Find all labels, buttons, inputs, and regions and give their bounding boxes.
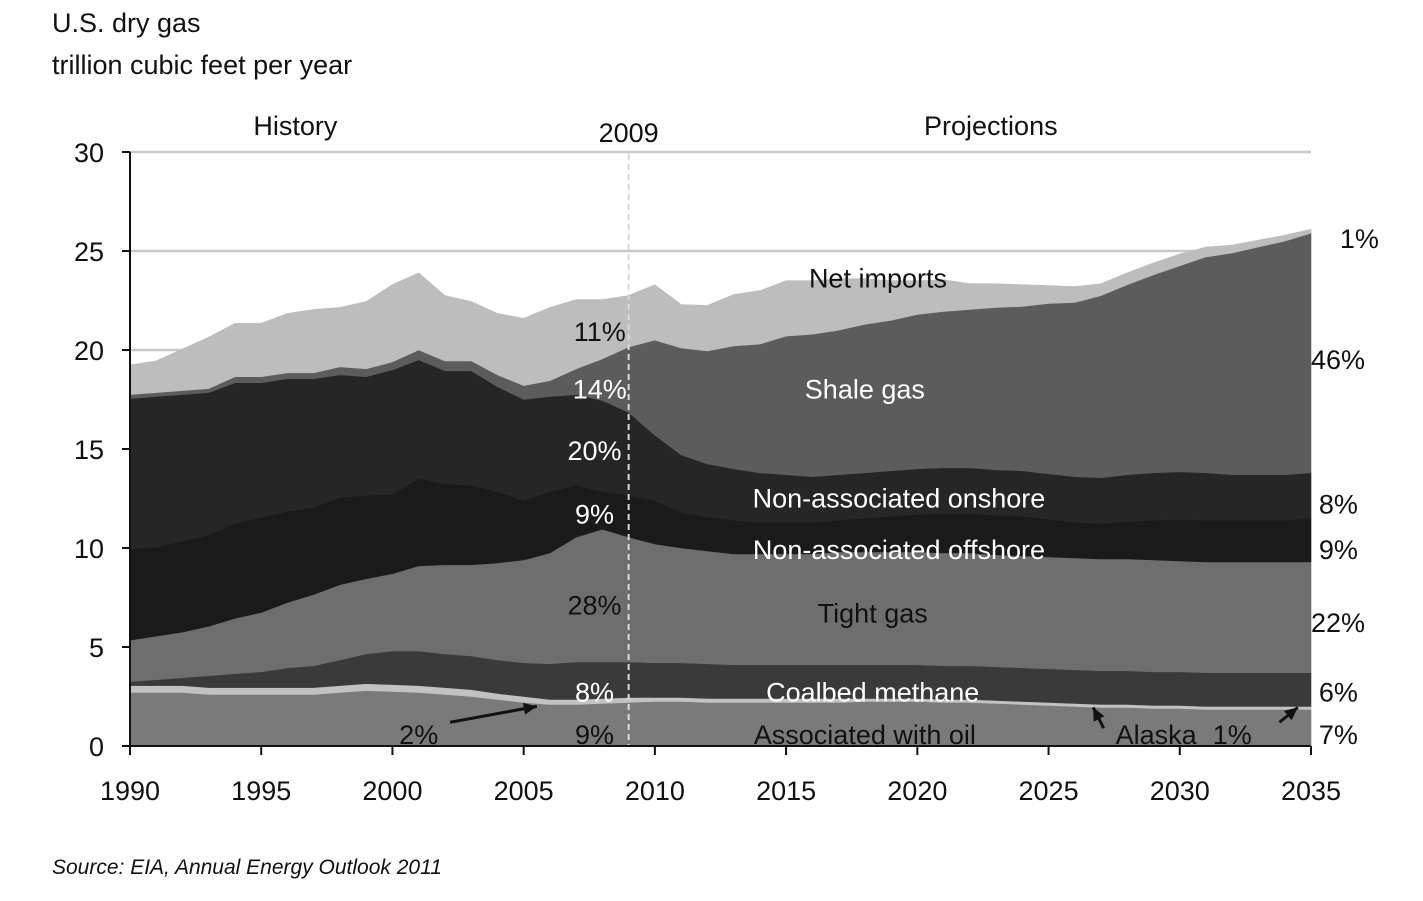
arrow-head-0 <box>522 702 537 715</box>
source-note: Source: EIA, Annual Energy Outlook 2011 <box>52 856 442 879</box>
x-tick-label-2035: 2035 <box>1281 776 1341 806</box>
chart-title: U.S. dry gas <box>52 8 201 38</box>
y-tick-label-5: 5 <box>89 633 104 663</box>
tick-labels: 1990 1995 2000 2005 2010 2015 2020 2025 2030 2035… <box>74 138 1341 806</box>
annotation-associated-with-oil-6: Associated with oil <box>754 720 976 750</box>
x-tick-label-2030: 2030 <box>1150 776 1210 806</box>
annotation-8--14: 8% <box>575 678 614 708</box>
area-net-imports <box>129 228 1312 395</box>
annotation-arrow-1 <box>1091 706 1106 729</box>
x-tick-label-2000: 2000 <box>362 776 422 806</box>
annotation-alaska-7: Alaska <box>1116 720 1198 750</box>
annotation-9--12: 9% <box>575 499 614 529</box>
annotation-14--10: 14% <box>573 375 627 405</box>
annotation-9--15: 9% <box>575 720 614 750</box>
annotation-7--23: 7% <box>1319 720 1358 750</box>
y-tick-label-0: 0 <box>89 732 104 762</box>
y-tick-label-30: 30 <box>74 138 104 168</box>
annotations: Net imports Shale gas Non-associated onsho… <box>399 224 1379 750</box>
x-tick-label-2005: 2005 <box>494 776 554 806</box>
divider-year-label: 2009 <box>599 118 659 148</box>
annotation-11--9: 11% <box>574 317 626 347</box>
annotation-non-associated-onshore-2: Non-associated onshore <box>753 484 1046 514</box>
projections-label: Projections <box>924 111 1058 141</box>
annotation-1--17: 1% <box>1340 224 1379 254</box>
x-tick-label-2015: 2015 <box>756 776 816 806</box>
annotation-shale-gas-1: Shale gas <box>805 375 925 405</box>
x-tick-label-2020: 2020 <box>887 776 947 806</box>
x-tick-label-2025: 2025 <box>1019 776 1079 806</box>
annotation-1--8: 1% <box>1213 720 1252 750</box>
annotation-22--21: 22% <box>1311 608 1365 638</box>
annotation-6--22: 6% <box>1319 678 1358 708</box>
arrow-shaft-0 <box>449 704 538 724</box>
annotation-9--20: 9% <box>1319 535 1358 565</box>
x-tick-label-2010: 2010 <box>625 776 685 806</box>
period-labels: History 2009 Projections <box>253 111 1057 148</box>
annotation-2--16: 2% <box>399 720 438 750</box>
annotation-tight-gas-4: Tight gas <box>818 598 928 628</box>
x-tick-label-1990: 1990 <box>100 776 160 806</box>
axes <box>122 151 1312 755</box>
history-label: History <box>253 111 338 141</box>
annotation-arrow-0 <box>449 702 538 724</box>
annotation-non-associated-offshore-3: Non-associated offshore <box>753 535 1045 565</box>
y-tick-label-15: 15 <box>74 435 104 465</box>
units-label: trillion cubic feet per year <box>52 50 353 80</box>
annotation-net-imports-0: Net imports <box>809 264 947 294</box>
annotation-46--18: 46% <box>1311 345 1365 375</box>
annotation-coalbed-methane-5: Coalbed methane <box>766 678 979 708</box>
arrow-head-1 <box>1093 707 1105 722</box>
annotation-28--13: 28% <box>568 590 622 620</box>
x-tick-label-1995: 1995 <box>231 776 291 806</box>
arrow-head-2 <box>1283 707 1298 721</box>
y-tick-label-10: 10 <box>74 534 104 564</box>
annotation-arrow-2 <box>1278 706 1299 724</box>
area-series <box>129 228 1312 747</box>
annotation-8--19: 8% <box>1319 489 1358 519</box>
y-tick-label-20: 20 <box>74 336 104 366</box>
annotation-20--11: 20% <box>568 436 622 466</box>
y-tick-label-25: 25 <box>74 237 104 267</box>
